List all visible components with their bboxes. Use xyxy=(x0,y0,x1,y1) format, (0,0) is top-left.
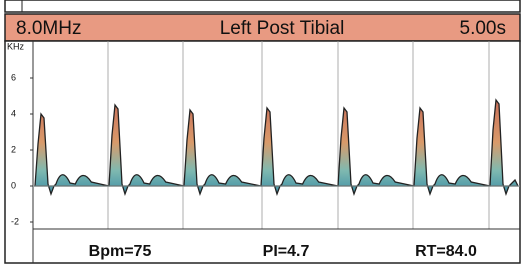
sweep-time: 5.00s xyxy=(460,18,506,39)
y-tick-label: 4 xyxy=(11,108,16,118)
frequency: 8.0MHz xyxy=(16,18,81,39)
doppler-screen: 8.0MHz Left Post Tibial 5.00s KHz Bpm=75… xyxy=(0,0,523,265)
resistivity: RT=84.0 xyxy=(415,243,477,260)
vessel: Left Post Tibial xyxy=(220,18,345,39)
axis-unit: KHz xyxy=(7,41,25,51)
y-tick-label: 2 xyxy=(11,144,16,154)
y-tick-label: 6 xyxy=(11,72,16,82)
y-tick-label: -2 xyxy=(11,216,19,226)
top-strip xyxy=(5,0,520,12)
pulsatility-index: PI=4.7 xyxy=(263,243,310,260)
y-tick-label: 0 xyxy=(11,180,16,190)
heart-rate: Bpm=75 xyxy=(89,243,152,260)
